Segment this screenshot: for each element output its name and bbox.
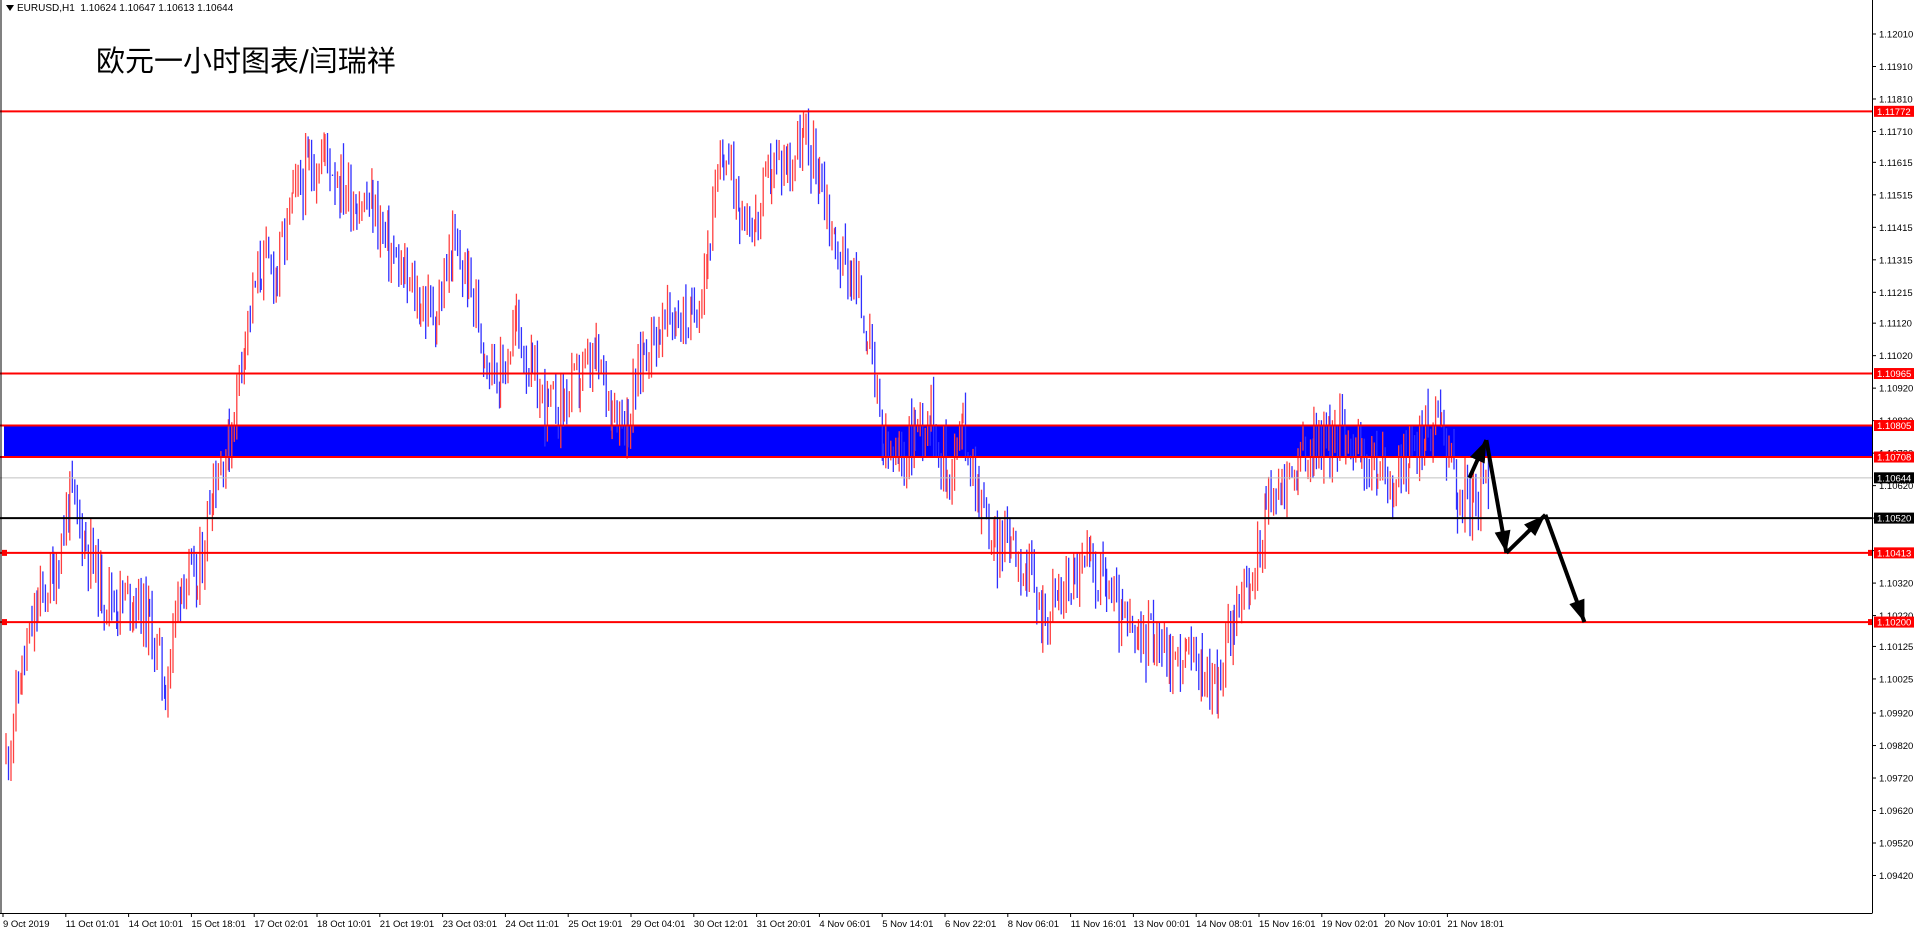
price-badge-1.10200: 1.10200 <box>1877 618 1911 629</box>
current-price-badge-bg <box>1874 472 1914 484</box>
projection-arrowhead <box>1524 514 1546 536</box>
y-tick-label: 1.09520 <box>1879 839 1913 850</box>
price-badge-1.11772: 1.11772 <box>1877 107 1911 118</box>
y-tick-label: 1.11515 <box>1879 190 1913 201</box>
price-badge-1.10965: 1.10965 <box>1877 369 1911 380</box>
y-tick-label: 1.10025 <box>1879 674 1913 685</box>
level-handle-right <box>1868 619 1873 626</box>
price-badge-1.10413-bg <box>1874 547 1914 559</box>
x-tick-label: 5 Nov 14:01 <box>882 919 933 930</box>
projection-arrowhead <box>1569 598 1585 623</box>
chart-title: 欧元一小时图表/闫瑞祥 <box>96 44 396 78</box>
projection-arrowhead <box>1494 529 1511 553</box>
x-tick-label: 14 Nov 08:01 <box>1196 919 1253 930</box>
y-tick-label: 1.11020 <box>1879 351 1913 362</box>
y-tick-label: 1.12010 <box>1879 30 1913 41</box>
level-handle-left <box>2 619 7 626</box>
y-tick-label: 1.11810 <box>1879 94 1913 105</box>
x-tick-label: 15 Oct 18:01 <box>191 919 245 930</box>
x-tick-label: 17 Oct 02:01 <box>254 919 308 930</box>
ohlc-values: 1.10624 1.10647 1.10613 1.10644 <box>80 3 234 14</box>
price-badge-1.10200-bg <box>1874 616 1914 628</box>
projection-arrowhead <box>1470 440 1487 464</box>
y-tick-label: 1.11215 <box>1879 288 1913 299</box>
price-badge-1.10805: 1.10805 <box>1877 421 1911 432</box>
y-tick-label: 1.11710 <box>1879 127 1913 138</box>
y-tick-label: 1.10320 <box>1879 579 1913 590</box>
x-tick-label: 6 Nov 22:01 <box>945 919 996 930</box>
price-badge-1.10805-bg <box>1874 420 1914 432</box>
x-tick-label: 31 Oct 20:01 <box>757 919 811 930</box>
x-tick-label: 20 Nov 10:01 <box>1385 919 1442 930</box>
price-badge-1.10965-bg <box>1874 368 1914 380</box>
x-tick-label: 8 Nov 06:01 <box>1008 919 1059 930</box>
x-tick-label: 21 Nov 18:01 <box>1447 919 1504 930</box>
y-tick-label: 1.10620 <box>1879 481 1913 492</box>
y-tick-label: 1.11120 <box>1879 319 1912 330</box>
x-tick-label: 9 Oct 2019 <box>3 919 49 930</box>
level-handle-left <box>2 549 7 556</box>
x-tick-label: 29 Oct 04:01 <box>631 919 685 930</box>
x-tick-label: 4 Nov 06:01 <box>819 919 870 930</box>
y-tick-label: 1.11415 <box>1879 223 1913 234</box>
symbol-label: EURUSD,H1 <box>17 3 75 14</box>
price-badge-1.10520-bg <box>1874 512 1914 524</box>
y-tick-label: 1.09920 <box>1879 709 1913 720</box>
dropdown-triangle-icon[interactable] <box>6 5 14 12</box>
y-tick-label: 1.11910 <box>1879 62 1913 73</box>
x-tick-label: 30 Oct 12:01 <box>694 919 748 930</box>
x-tick-label: 21 Oct 19:01 <box>380 919 434 930</box>
y-tick-label: 1.10920 <box>1879 384 1913 395</box>
x-tick-label: 11 Nov 16:01 <box>1071 919 1127 930</box>
price-badge-1.11772-bg <box>1874 105 1914 117</box>
x-tick-label: 13 Nov 00:01 <box>1133 919 1190 930</box>
y-tick-label: 1.11615 <box>1879 158 1913 169</box>
y-tick-label: 1.11315 <box>1879 255 1913 266</box>
x-tick-label: 23 Oct 03:01 <box>443 919 497 930</box>
x-tick-label: 11 Oct 01:01 <box>66 919 120 930</box>
current-price-badge: 1.10644 <box>1877 473 1911 484</box>
y-tick-label: 1.10125 <box>1879 642 1913 653</box>
price-badge-1.10708: 1.10708 <box>1877 453 1911 464</box>
x-tick-label: 18 Oct 10:01 <box>317 919 371 930</box>
level-handle-right <box>1868 549 1873 556</box>
price-badge-1.10520: 1.10520 <box>1877 514 1911 525</box>
x-tick-label: 15 Nov 16:01 <box>1259 919 1316 930</box>
price-badge-1.10708-bg <box>1874 451 1914 463</box>
x-tick-label: 14 Oct 10:01 <box>129 919 183 930</box>
x-tick-label: 24 Oct 11:01 <box>505 919 559 930</box>
y-tick-label: 1.09620 <box>1879 806 1913 817</box>
y-tick-label: 1.09720 <box>1879 774 1913 785</box>
price-badge-1.10413: 1.10413 <box>1877 548 1911 559</box>
chart-header: EURUSD,H1 1.10624 1.10647 1.10613 1.1064… <box>6 3 233 14</box>
x-tick-label: 19 Nov 02:01 <box>1322 919 1379 930</box>
y-tick-label: 1.09820 <box>1879 741 1913 752</box>
y-tick-label: 1.09420 <box>1879 871 1913 882</box>
x-tick-label: 25 Oct 19:01 <box>568 919 622 930</box>
